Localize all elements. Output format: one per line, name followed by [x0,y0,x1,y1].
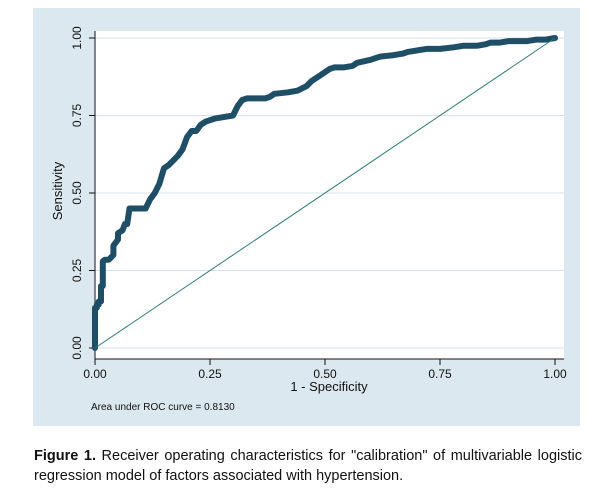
reference-line [94,37,556,349]
roc-point [203,119,208,125]
tick-marks: 0.00 0.25 0.50 0.75 1.00 0.00 0.25 0.50 0.75 1.00 [70,26,567,381]
y-tick-label: 0.25 [70,258,84,282]
roc-point [161,165,167,171]
roc-point [327,66,332,72]
roc-point [115,230,121,236]
plot-area [95,31,564,359]
roc-point [368,57,374,63]
roc-point [184,134,190,140]
auc-annotation: Area under ROC curve = 0.8130 [91,402,235,413]
grid-lines [95,37,564,349]
roc-point [497,40,503,45]
y-tick-label: 0.50 [70,181,84,205]
roc-point [308,79,314,84]
caption-label: Figure 1. [34,448,96,464]
roc-point [543,37,549,42]
roc-point [525,38,530,44]
roc-point [166,162,172,168]
roc-point [102,257,108,263]
x-tick-label: 0.25 [198,367,222,381]
roc-point [239,97,245,103]
roc-point [318,72,323,78]
roc-point [400,51,406,56]
roc-point [451,44,457,50]
x-tick-label: 1.00 [543,367,567,381]
roc-point [182,141,188,146]
figure-caption: Figure 1. Receiver operating characteris… [34,446,582,486]
x-tick-label: 0.75 [428,367,452,381]
roc-point [189,128,195,134]
y-tick-label: 1.00 [70,26,84,50]
roc-point [483,41,489,47]
roc-point [193,128,199,134]
roc-point [212,116,218,121]
roc-point [322,69,328,75]
roc-point [198,122,204,128]
roc-point [134,206,139,211]
roc-point [534,37,539,42]
roc-point [244,96,250,101]
roc-point [120,227,125,233]
roc-point [100,283,106,289]
roc-point [249,96,254,101]
roc-point [230,113,236,118]
roc-point [159,173,165,179]
roc-point [313,75,319,81]
roc-point [180,147,185,153]
roc-chart: 0.00 0.25 0.50 0.75 1.00 0.00 0.25 0.50 0.75 1.00… [50,26,567,413]
roc-point [474,43,480,49]
roc-point [350,63,355,69]
y-axis-title: Sensitivity [50,161,65,220]
roc-point [253,96,259,101]
roc-point [373,55,378,61]
roc-point [391,52,397,58]
y-tick-label: 0.75 [70,103,84,127]
roc-point [460,43,466,49]
roc-point [143,206,148,211]
roc-point [377,54,383,59]
roc-point [405,49,411,55]
roc-point [235,103,241,109]
roc-point [285,89,291,95]
roc-point [129,206,135,211]
roc-point [98,299,104,304]
roc-point [152,190,158,196]
y-tick-label: 0.00 [70,336,84,360]
roc-point [437,46,443,52]
figure-panel: 0.00 0.25 0.50 0.75 1.00 0.00 0.25 0.50 0.75 1.00… [33,8,580,426]
roc-point [267,94,273,100]
roc-point [506,38,512,44]
roc-point [423,46,429,52]
roc-point [175,153,181,159]
roc-point [157,181,162,187]
roc-point [331,65,337,70]
roc-point [262,96,268,101]
roc-point [138,206,144,211]
caption-text: Receiver operating characteristics for "… [34,448,582,484]
roc-point [515,38,521,44]
x-tick-label: 0.50 [313,367,337,381]
roc-point [124,221,130,227]
roc-point [221,114,227,120]
x-tick-label: 0.00 [83,367,107,381]
roc-point [170,158,176,163]
roc-point [488,40,493,45]
roc-point [341,65,346,70]
roc-point [111,252,116,258]
roc-point [304,83,309,89]
roc-point [295,88,300,94]
roc-point [272,91,277,97]
roc-point [354,60,360,66]
roc-point [115,237,121,242]
roc-point [414,48,420,53]
roc-point [111,243,116,249]
series [92,35,558,351]
x-axis-title: 1 - Specificity [290,379,368,394]
roc-point [106,257,112,263]
